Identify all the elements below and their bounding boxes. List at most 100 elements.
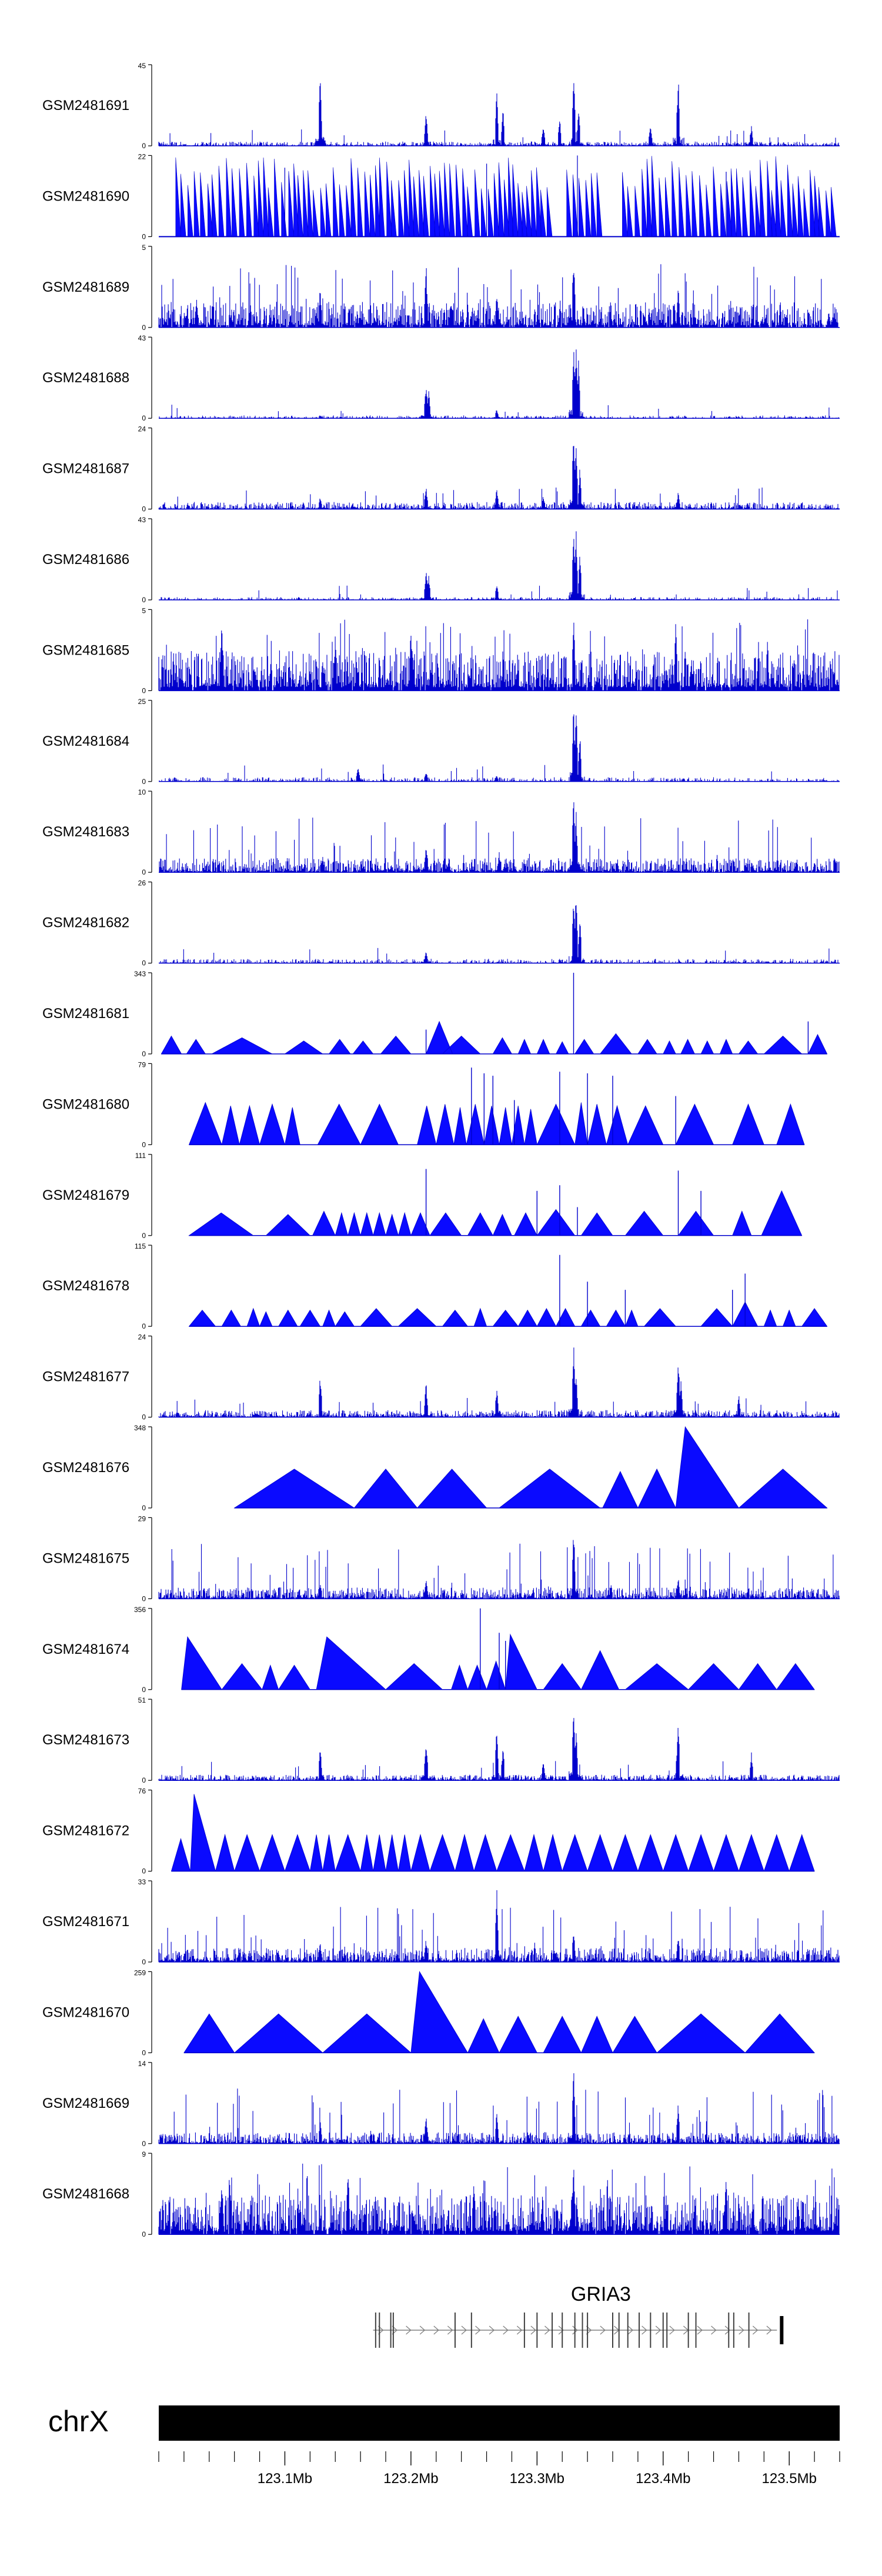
y-tick-label-zero: 0 bbox=[142, 778, 146, 786]
y-tick-label-zero: 0 bbox=[142, 1504, 146, 1512]
y-tick-label-zero: 0 bbox=[142, 1686, 146, 1694]
y-tick-label-max: 51 bbox=[138, 1696, 146, 1704]
chromosome-axis: chrX 123.1Mb 123.2Mb 123.3Mb 123.4Mb 123.5Mb bbox=[48, 2405, 840, 2487]
coverage-signal bbox=[158, 264, 838, 328]
track-GSM2481668: GSM2481668 9 0 bbox=[42, 2150, 840, 2238]
track-label: GSM2481687 bbox=[42, 461, 129, 477]
y-tick-label-zero: 0 bbox=[142, 1413, 146, 1422]
track-GSM2481669: GSM2481669 14 0 bbox=[42, 2060, 840, 2148]
y-tick-label-max: 24 bbox=[138, 1333, 146, 1342]
y-tick-label-max: 79 bbox=[138, 1060, 146, 1069]
track-GSM2481680: GSM2481680 79 0 bbox=[42, 1060, 805, 1149]
y-tick-label-max: 111 bbox=[135, 1152, 146, 1160]
coverage-signal bbox=[158, 2163, 840, 2235]
coverage-peaks bbox=[480, 1608, 506, 1690]
coverage-signal bbox=[188, 1301, 828, 1327]
y-tick-label-max: 76 bbox=[138, 1787, 146, 1796]
y-tick-label-zero: 0 bbox=[142, 1232, 146, 1240]
track-GSM2481676: GSM2481676 348 0 bbox=[42, 1424, 828, 1512]
track-GSM2481671: GSM2481671 33 0 bbox=[42, 1878, 840, 1966]
track-label: GSM2481691 bbox=[42, 98, 129, 114]
track-GSM2481674: GSM2481674 356 0 bbox=[42, 1606, 815, 1694]
track-GSM2481683: GSM2481683 10 0 bbox=[42, 788, 840, 876]
y-tick-label-zero: 0 bbox=[142, 505, 146, 513]
y-tick-label-max: 356 bbox=[134, 1606, 146, 1614]
coverage-signal bbox=[161, 531, 838, 600]
coverage-signal bbox=[159, 802, 840, 873]
y-tick-label-zero: 0 bbox=[142, 2140, 146, 2148]
track-label: GSM2481682 bbox=[42, 915, 129, 931]
y-tick-label-max: 14 bbox=[138, 2060, 146, 2068]
track-GSM2481688: GSM2481688 43 0 bbox=[42, 334, 840, 422]
track-label: GSM2481676 bbox=[42, 1460, 129, 1476]
y-tick-label-zero: 0 bbox=[142, 1958, 146, 1966]
track-GSM2481672: GSM2481672 76 0 bbox=[42, 1787, 815, 1876]
coverage-signal bbox=[175, 156, 837, 237]
track-GSM2481677: GSM2481677 24 0 bbox=[42, 1333, 840, 1422]
y-tick-label-zero: 0 bbox=[142, 1140, 146, 1149]
coverage-peaks bbox=[425, 973, 809, 1054]
axis-tick-label: 123.1Mb bbox=[258, 2471, 312, 2487]
y-tick-label-max: 45 bbox=[138, 62, 146, 70]
track-label: GSM2481678 bbox=[42, 1278, 129, 1294]
track-label: GSM2481683 bbox=[42, 824, 129, 840]
track-GSM2481684: GSM2481684 25 0 bbox=[42, 698, 840, 786]
coverage-signal bbox=[158, 1540, 840, 1599]
y-tick-label-zero: 0 bbox=[142, 596, 146, 604]
y-tick-label-zero: 0 bbox=[142, 2230, 146, 2238]
track-GSM2481678: GSM2481678 115 0 bbox=[42, 1242, 828, 1330]
y-tick-label-max: 22 bbox=[138, 152, 146, 161]
track-label: GSM2481675 bbox=[42, 1550, 129, 1566]
y-tick-label-max: 29 bbox=[138, 1514, 146, 1523]
track-GSM2481679: GSM2481679 111 0 bbox=[42, 1152, 803, 1240]
y-tick-label-max: 5 bbox=[142, 243, 146, 252]
y-tick-label-max: 26 bbox=[138, 879, 146, 887]
gene-name: GRIA3 bbox=[571, 2283, 631, 2305]
y-tick-label-max: 343 bbox=[134, 970, 146, 978]
coverage-peaks bbox=[471, 1067, 676, 1145]
track-label: GSM2481669 bbox=[42, 2095, 129, 2111]
coverage-signal bbox=[158, 619, 840, 691]
track-label: GSM2481679 bbox=[42, 1187, 129, 1203]
track-label: GSM2481689 bbox=[42, 279, 129, 295]
track-GSM2481689: GSM2481689 5 0 bbox=[42, 243, 840, 332]
y-tick-label-zero: 0 bbox=[142, 323, 146, 332]
coverage-signal bbox=[161, 1020, 828, 1055]
track-label: GSM2481680 bbox=[42, 1096, 129, 1112]
coverage-signal bbox=[158, 1718, 840, 1781]
track-label: GSM2481671 bbox=[42, 1914, 129, 1930]
track-GSM2481686: GSM2481686 43 0 bbox=[42, 516, 840, 604]
track-GSM2481690: GSM2481690 22 0 bbox=[42, 152, 840, 241]
coverage-signal bbox=[158, 83, 840, 146]
y-tick-label-zero: 0 bbox=[142, 1322, 146, 1330]
y-tick-label-zero: 0 bbox=[142, 1050, 146, 1058]
y-tick-label-max: 10 bbox=[138, 788, 146, 796]
axis-tick-label: 123.2Mb bbox=[383, 2471, 438, 2487]
coverage-signal bbox=[183, 1971, 815, 2053]
y-tick-label-zero: 0 bbox=[142, 1867, 146, 1876]
track-label: GSM2481685 bbox=[42, 642, 129, 658]
track-GSM2481682: GSM2481682 26 0 bbox=[42, 879, 840, 967]
y-tick-label-zero: 0 bbox=[142, 2048, 146, 2057]
track-GSM2481691: GSM2481691 45 0 bbox=[42, 62, 840, 150]
y-tick-label-max: 5 bbox=[142, 606, 146, 615]
track-label: GSM2481677 bbox=[42, 1369, 129, 1385]
coverage-signal bbox=[158, 1347, 840, 1417]
coverage-peaks bbox=[284, 155, 727, 237]
y-tick-label-max: 24 bbox=[138, 425, 146, 433]
track-label: GSM2481688 bbox=[42, 370, 129, 386]
y-tick-label-zero: 0 bbox=[142, 1776, 146, 1784]
coverage-signal bbox=[159, 714, 839, 782]
track-label: GSM2481686 bbox=[42, 552, 129, 568]
coverage-tracks: GSM2481691450GSM2481690220GSM248168950GS… bbox=[42, 62, 840, 2238]
track-GSM2481685: GSM2481685 5 0 bbox=[42, 606, 840, 695]
coverage-signal bbox=[158, 446, 840, 509]
y-tick-label-zero: 0 bbox=[142, 959, 146, 967]
coverage-signal bbox=[158, 1890, 840, 1962]
coverage-signal bbox=[188, 1190, 803, 1236]
chromosome-label: chrX bbox=[48, 2405, 109, 2438]
track-GSM2481670: GSM2481670 259 0 bbox=[42, 1968, 815, 2057]
axis-tick-label: 123.5Mb bbox=[762, 2471, 817, 2487]
y-tick-label-max: 43 bbox=[138, 516, 146, 524]
